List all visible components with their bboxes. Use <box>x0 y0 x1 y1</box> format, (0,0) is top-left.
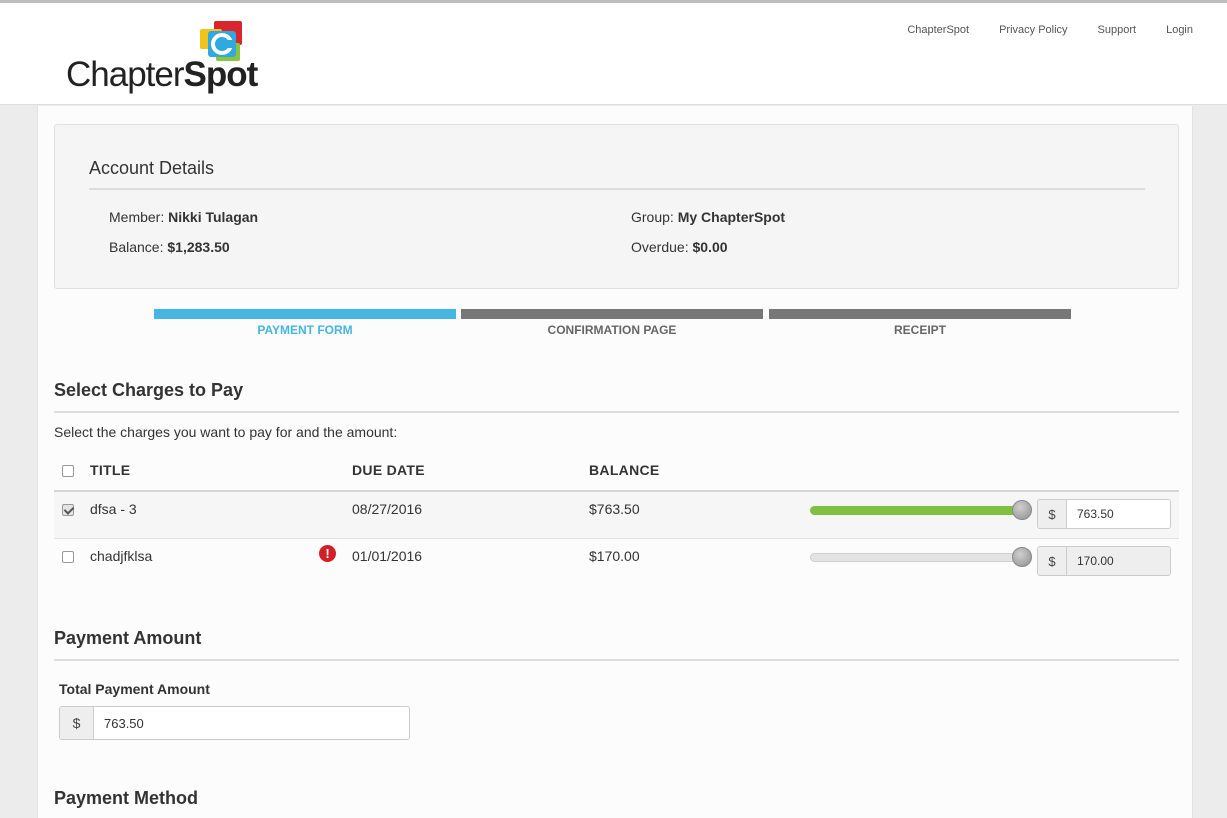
step-bar <box>769 309 1071 319</box>
step-bar <box>461 309 763 319</box>
member-field: Member: Nikki Tulagan <box>109 209 258 225</box>
charge-title: chadjfklsa <box>90 548 153 564</box>
charge-balance: $170.00 <box>589 548 640 564</box>
nav-link-chapterspot[interactable]: ChapterSpot <box>907 24 970 36</box>
charge-title: dfsa - 3 <box>90 501 137 517</box>
total-payment-input-group: $ <box>59 706 410 740</box>
table-header-divider <box>54 490 1179 492</box>
charge-balance: $763.50 <box>589 501 640 517</box>
amount-slider[interactable] <box>810 500 1032 520</box>
slider-handle[interactable] <box>1012 500 1032 520</box>
balance-value: $1,283.50 <box>167 239 230 255</box>
logo-mark-icon <box>200 21 242 61</box>
charges-instructions: Select the charges you want to pay for a… <box>54 424 398 440</box>
nav-link-privacy-policy[interactable]: Privacy Policy <box>999 24 1068 36</box>
slider-track <box>810 553 1024 562</box>
overdue-field: Overdue: $0.00 <box>631 239 728 255</box>
step-label: PAYMENT FORM <box>257 323 353 337</box>
main-content: Account Details Member: Nikki Tulagan Gr… <box>37 106 1193 818</box>
step-label: CONFIRMATION PAGE <box>547 323 677 337</box>
charge-amount-input-group: $ <box>1037 546 1171 576</box>
currency-addon: $ <box>60 707 94 739</box>
charge-amount-input[interactable] <box>1067 500 1170 528</box>
nav-link-login[interactable]: Login <box>1166 24 1193 36</box>
charge-amount-input-group: $ <box>1037 499 1171 529</box>
group-label: Group: <box>631 209 674 225</box>
charge-checkbox[interactable] <box>62 551 74 563</box>
step-confirmation-page: CONFIRMATION PAGE <box>461 309 763 337</box>
step-payment-form: PAYMENT FORM <box>154 309 456 337</box>
progress-steps: PAYMENT FORM CONFIRMATION PAGE RECEIPT <box>154 309 1072 341</box>
account-divider <box>89 188 1145 190</box>
site-header: ChapterSpot ChapterSpot Privacy Policy S… <box>0 3 1227 105</box>
group-value: My ChapterSpot <box>677 209 786 225</box>
row-divider <box>54 538 1179 539</box>
step-bar <box>154 309 456 319</box>
column-header-title: TITLE <box>90 462 131 478</box>
window-top-rule <box>0 0 1227 3</box>
total-payment-input[interactable] <box>94 707 409 739</box>
payment-amount-title: Payment Amount <box>54 628 202 648</box>
currency-addon: $ <box>1038 500 1067 528</box>
logo-wordmark: ChapterSpot <box>66 55 258 94</box>
overdue-label: Overdue: <box>631 239 689 255</box>
column-header-balance: BALANCE <box>589 462 660 478</box>
total-payment-label: Total Payment Amount <box>59 681 210 697</box>
select-all-checkbox[interactable] <box>62 465 74 477</box>
payment-method-title: Payment Method <box>54 788 199 808</box>
account-details-title: Account Details <box>89 158 215 178</box>
charge-amount-input[interactable] <box>1067 547 1170 575</box>
select-charges-title: Select Charges to Pay <box>54 380 244 400</box>
member-value: Nikki Tulagan <box>168 209 259 225</box>
step-label: RECEIPT <box>893 323 946 337</box>
top-nav: ChapterSpot Privacy Policy Support Login <box>907 24 1193 36</box>
select-charges-divider <box>54 411 1179 413</box>
currency-addon: $ <box>1038 547 1067 575</box>
chapterspot-logo[interactable]: ChapterSpot <box>66 19 258 97</box>
step-receipt: RECEIPT <box>769 309 1071 337</box>
balance-label: Balance: <box>109 239 164 255</box>
overdue-alert-icon: ! <box>319 545 336 562</box>
overdue-value: $0.00 <box>692 239 728 255</box>
member-label: Member: <box>109 209 165 225</box>
nav-link-support[interactable]: Support <box>1097 24 1137 36</box>
slider-handle[interactable] <box>1012 547 1032 567</box>
balance-field: Balance: $1,283.50 <box>109 239 230 255</box>
charge-checkbox[interactable] <box>62 504 74 516</box>
table-row <box>54 492 1179 538</box>
charge-due-date: 08/27/2016 <box>352 501 423 517</box>
charge-due-date: 01/01/2016 <box>352 548 423 564</box>
slider-fill <box>810 506 1024 515</box>
column-header-due-date: DUE DATE <box>352 462 425 478</box>
account-details-panel: Account Details Member: Nikki Tulagan Gr… <box>54 124 1179 289</box>
payment-amount-divider <box>54 659 1179 661</box>
amount-slider[interactable] <box>810 547 1032 567</box>
group-field: Group: My ChapterSpot <box>631 209 785 225</box>
